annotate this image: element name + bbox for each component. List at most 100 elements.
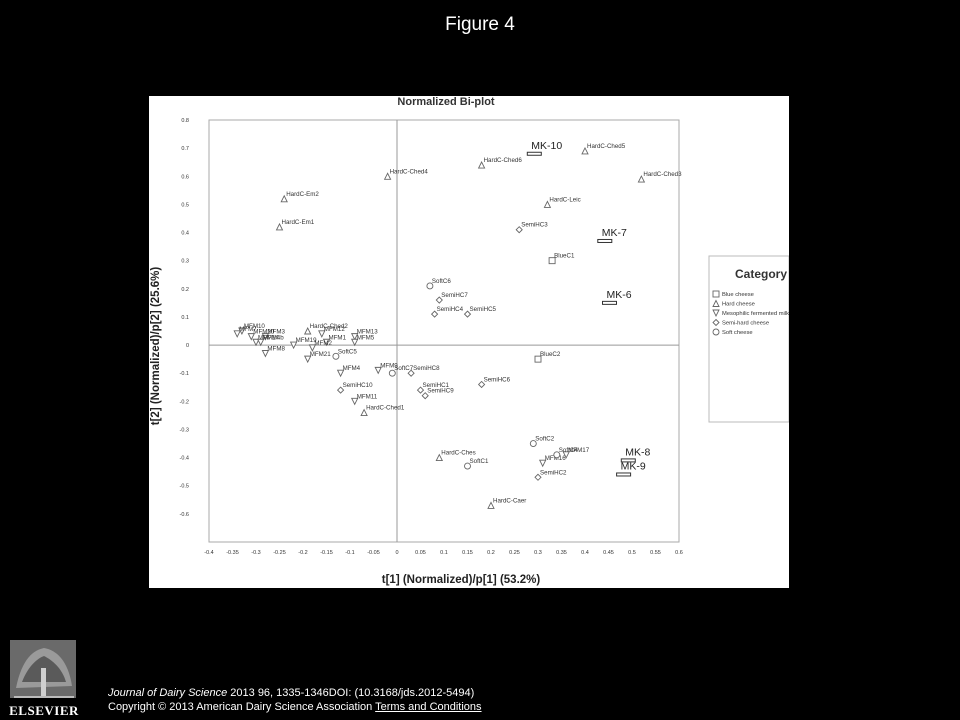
point-label: MFM19 (296, 337, 318, 344)
x-axis-label: t[1] (Normalized)/p[1] (53.2%) (382, 574, 541, 586)
y-axis-label: t[2] (Normalized)/p[2] (25.6%) (150, 267, 162, 426)
data-point (515, 226, 523, 234)
point-label: HardC-Ched3 (643, 171, 682, 178)
point-label: MFM17 (568, 447, 590, 454)
point-label: MFM9 (380, 362, 398, 369)
mk-label: MK-10 (531, 140, 562, 152)
point-label: MFM21 (310, 351, 332, 358)
x-tick-label: -0.35 (226, 550, 239, 556)
legend-label: Soft cheese (722, 330, 753, 336)
point-label: MFM7 (239, 326, 257, 333)
biplot-chart: Normalized Bi-plot t[1] (Normalized)/p[1… (150, 96, 789, 586)
point-label: SoftC6 (432, 278, 451, 285)
legend: Category Blue cheese Hard cheese Mesophili… (708, 255, 789, 423)
slide-title: Figure 4 (445, 14, 515, 35)
point-label: SemiHC3 (521, 222, 548, 229)
data-point (360, 408, 368, 417)
mk-bar (597, 238, 613, 243)
data-point (538, 459, 547, 468)
data-point (336, 369, 345, 378)
point-label: HardC-Em2 (286, 191, 319, 198)
data-point (637, 175, 646, 183)
data-point (562, 451, 570, 459)
elsevier-tree-logo: ELSEVIER (9, 640, 78, 718)
point-label: SemiHC4 (437, 306, 464, 313)
point-label: SemiHC5 (470, 306, 497, 313)
data-point (275, 222, 284, 231)
data-point (332, 352, 340, 360)
y-tick-label: 0 (186, 343, 189, 349)
point-label: SemiHC7 (441, 292, 468, 299)
x-tick-label: 0.15 (462, 550, 473, 556)
data-point (261, 350, 270, 358)
x-tick-label: -0.25 (273, 550, 286, 556)
data-point (280, 194, 288, 203)
x-tick-label: -0.3 (251, 550, 260, 556)
point-label: MFM4b (263, 334, 285, 341)
mk-bar (620, 458, 636, 463)
terms-link[interactable]: Terms and Conditions (375, 701, 482, 713)
legend-marker (712, 299, 720, 307)
point-label: SoftC7 (394, 365, 413, 372)
y-tick-label: 0.8 (181, 118, 189, 124)
point-label: BlueC1 (554, 253, 575, 260)
point-label: SemiHC9 (427, 388, 454, 395)
data-point (388, 369, 396, 377)
data-point (416, 386, 425, 394)
x-tick-label: 0 (395, 550, 398, 556)
point-label: MFM4 (343, 365, 361, 372)
legend-title: Category (735, 267, 787, 281)
point-label: SoftC2 (535, 436, 554, 443)
point-label: MFM20 (253, 329, 275, 336)
point-label: MFM14 (258, 334, 280, 341)
chart-title: Normalized Bi-plot (397, 96, 495, 108)
data-point (543, 200, 552, 208)
y-tick-label: 0.2 (181, 287, 189, 293)
legend-label: Blue cheese (722, 292, 754, 298)
legend-label: Mesophilic fermented milk (722, 311, 789, 317)
mk-label: MK-8 (625, 446, 650, 458)
data-point (407, 369, 415, 377)
data-point (261, 333, 270, 341)
y-tick-label: 0.3 (181, 259, 189, 265)
data-point (581, 146, 589, 155)
data-point (430, 310, 439, 318)
point-label: MFM11 (357, 393, 378, 400)
y-tick-label: 0.5 (181, 202, 189, 208)
point-label: SoftC5 (338, 348, 357, 355)
point-label: MFM8 (267, 346, 285, 353)
data-point (421, 392, 429, 400)
point-label: HardC-Ched1 (366, 405, 405, 412)
x-tick-label: 0.55 (650, 550, 661, 556)
data-point (487, 501, 495, 509)
y-tick-label: 0.6 (181, 174, 189, 180)
y-tick-label: -0.6 (180, 512, 189, 518)
mk-label: MK-6 (607, 289, 632, 301)
legend-label: Hard cheese (722, 302, 755, 308)
footer: ELSEVIER (0, 636, 960, 720)
biplot-figure: Normalized Bi-plot t[1] (Normalized)/p[1… (149, 96, 789, 588)
point-label: MFM2 (314, 340, 332, 347)
y-tick-label: -0.4 (180, 456, 189, 462)
copyright-line: Copyright © 2013 American Dairy Science … (108, 700, 482, 714)
data-point (350, 397, 359, 406)
data-point (534, 355, 542, 363)
x-tick-label: 0.2 (487, 550, 495, 556)
data-point (350, 333, 359, 341)
data-point (350, 338, 359, 347)
y-tick-label: -0.1 (180, 371, 189, 377)
data-point (426, 282, 434, 290)
data-point (548, 257, 556, 265)
y-tick-label: 0.7 (181, 146, 189, 152)
point-label: SemiHC6 (484, 376, 511, 383)
data-point (252, 338, 260, 347)
data-point (477, 380, 486, 389)
journal-name: Journal of Dairy Science (108, 687, 228, 699)
x-tick-label: 0.35 (556, 550, 567, 556)
point-label: MFM1 (329, 334, 347, 341)
x-tick-label: 0.45 (603, 550, 614, 556)
point-label: SoftC4 (559, 447, 578, 454)
x-tick-label: 0.1 (440, 550, 448, 556)
mk-bar (616, 472, 632, 477)
point-label: HardC-Ched2 (310, 323, 349, 330)
